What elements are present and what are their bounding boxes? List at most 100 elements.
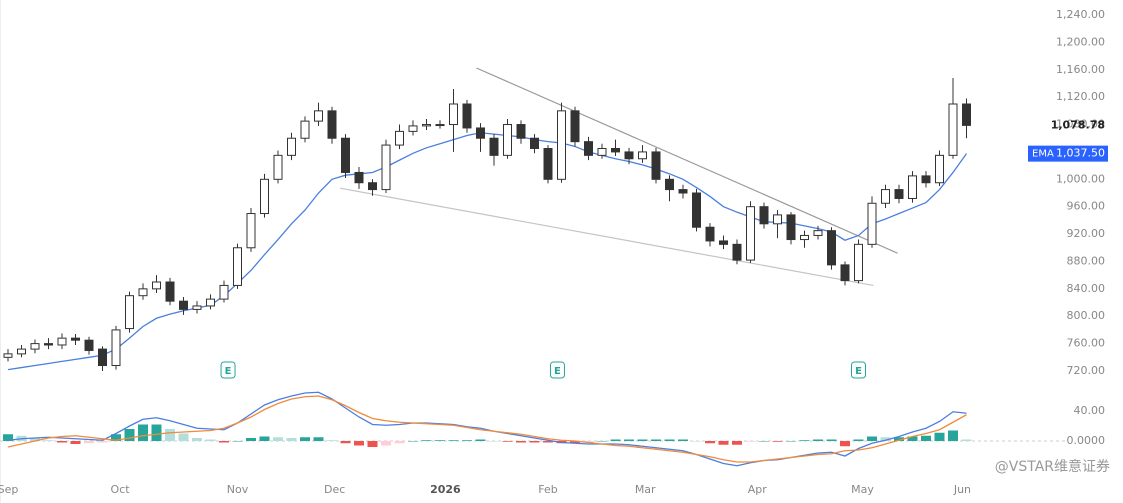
histogram-bar (799, 440, 810, 441)
y-tick-label: 880.00 (1067, 254, 1106, 267)
candle-body (422, 124, 431, 127)
histogram-bar (651, 439, 661, 441)
histogram-bar (732, 441, 742, 445)
histogram-bar (948, 430, 958, 441)
histogram-bar (570, 441, 580, 444)
histogram-bar (394, 441, 405, 444)
candle-body (786, 214, 796, 241)
last-price-label: 1,078.78 (1051, 118, 1105, 131)
histogram-bar (678, 439, 688, 441)
candle-body (908, 175, 917, 199)
histogram-bar (232, 441, 243, 442)
candle-body (449, 103, 458, 126)
candle-body (732, 243, 742, 261)
candle-body (597, 148, 607, 156)
x-tick-label: Oct (111, 483, 131, 496)
histogram-bar (30, 438, 40, 441)
histogram-bar (273, 437, 283, 441)
y-tick-label: 1,080.00 (1056, 118, 1105, 131)
histogram-bar (624, 439, 634, 441)
histogram-bar (502, 441, 513, 442)
candle-body (813, 230, 823, 236)
candle-body (557, 110, 566, 180)
candle-body (246, 213, 256, 249)
histogram-bar (246, 438, 256, 441)
candle-body (44, 343, 53, 346)
trendline (476, 67, 898, 254)
histogram-bar (921, 435, 931, 441)
candle-body (489, 137, 499, 156)
histogram-bar (772, 441, 783, 442)
histogram-bar (745, 441, 756, 442)
histogram-bar (691, 441, 702, 442)
candle-body (408, 125, 418, 132)
candle-body (165, 281, 175, 302)
y-tick-label: 1,200.00 (1056, 35, 1105, 48)
y-tick-label: 1,240.00 (1056, 8, 1105, 21)
candle-body (948, 103, 958, 156)
candle-body (57, 337, 67, 346)
candle-body (759, 206, 769, 225)
badge-box (549, 361, 565, 379)
y-tick-label: 920.00 (1067, 227, 1106, 240)
histogram-bar (583, 441, 594, 443)
candle-body (206, 298, 215, 307)
histogram-bar (124, 429, 135, 441)
candle-body (476, 127, 485, 139)
histogram-bar (435, 440, 445, 441)
x-tick-label: Mar (635, 483, 656, 496)
x-tick-label: Nov (227, 483, 249, 496)
histogram-bar (97, 441, 108, 443)
histogram-bar (57, 441, 67, 443)
histogram-bar (219, 441, 229, 443)
histogram-bar (178, 433, 189, 441)
earnings-badge: E (220, 361, 236, 379)
histogram-bar (300, 437, 310, 441)
badge-label: E (855, 366, 862, 377)
candle-body (368, 182, 377, 191)
candle-body (219, 284, 229, 300)
candle-body (840, 264, 850, 282)
candle-body (3, 353, 13, 358)
histogram-bar (43, 440, 54, 441)
histogram-bar (340, 441, 351, 444)
candle-body (719, 240, 728, 245)
candle-body (395, 130, 404, 146)
histogram-bar (381, 441, 391, 446)
candle-body (530, 137, 539, 150)
x-tick-label: Jun (953, 483, 971, 496)
candle-body (611, 148, 620, 153)
histogram-bar (934, 432, 945, 441)
earnings-badge: E (851, 361, 866, 379)
x-tick-label: Dec (324, 483, 345, 496)
candle-body (516, 124, 526, 139)
histogram-bar (70, 441, 81, 444)
y-tick-label: 720.00 (1067, 364, 1106, 377)
histogram-bar (286, 438, 297, 441)
histogram-bar (205, 439, 216, 441)
histogram-bar (367, 441, 378, 447)
candle-body (111, 329, 121, 367)
candle-body (327, 110, 337, 139)
histogram-bar (705, 441, 715, 444)
watermark: @VSTAR维意证券 (995, 458, 1110, 475)
candle-body (71, 337, 80, 341)
candle-body (462, 103, 472, 129)
histogram-bar (3, 434, 13, 441)
earnings-badge: E (549, 361, 565, 379)
histogram-bar (327, 440, 337, 441)
histogram-bar (421, 440, 432, 441)
histogram-bar (664, 439, 675, 441)
candle-body (17, 348, 26, 355)
badge-box (851, 361, 866, 379)
x-tick-label: May (851, 483, 874, 496)
y-tick-label: 1,120.00 (1056, 90, 1105, 103)
candle-body (503, 124, 512, 156)
candle-body (692, 192, 701, 228)
candle-body (962, 103, 971, 126)
candle-body (152, 281, 161, 290)
histogram-bar (313, 437, 324, 441)
histogram-bar (718, 441, 729, 445)
